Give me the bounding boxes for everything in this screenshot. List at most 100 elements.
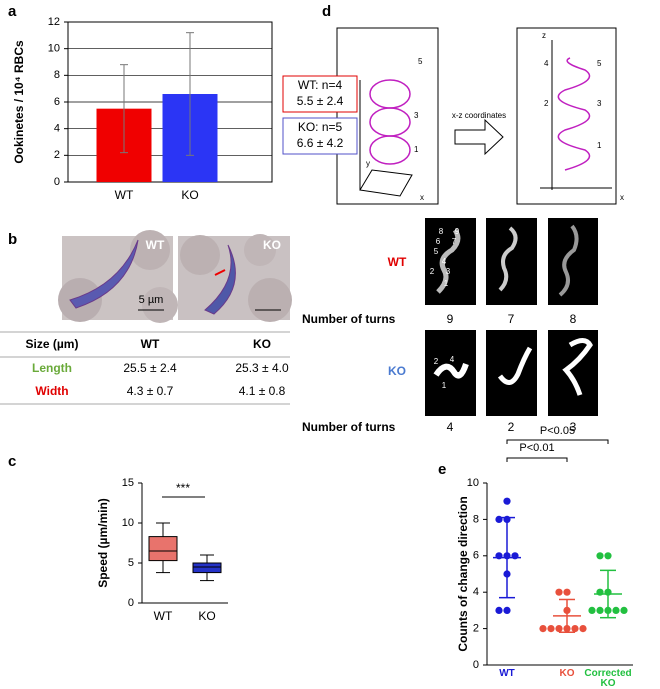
data-point	[503, 606, 511, 615]
panel-letter: d	[322, 3, 331, 20]
y-tick-label: 12	[48, 16, 60, 28]
x-tick-label: KO	[559, 669, 575, 679]
y-axis-label: Speed (µm/min)	[96, 498, 110, 588]
y-tick-label: 4	[473, 586, 479, 598]
y-axis-label: Counts of change direction	[456, 496, 470, 651]
microscopy	[425, 218, 598, 416]
arrow-label: x-z coordinates	[452, 111, 506, 120]
annotation: WT: n=4	[298, 78, 343, 92]
data-point	[571, 625, 579, 633]
y-tick-label: 0	[54, 176, 60, 188]
diagram-label: 5	[418, 57, 423, 66]
y-tick-label: 2	[54, 149, 60, 161]
y-tick-label: 8	[54, 69, 60, 81]
data-point	[563, 588, 571, 596]
diagram-label: 5	[597, 59, 602, 68]
y-tick-label: 4	[54, 123, 60, 135]
image-number: 2	[430, 267, 435, 276]
turns-value: 9	[447, 312, 454, 326]
diagram-label: y	[366, 159, 370, 168]
turns-label: Number of turns	[302, 420, 396, 434]
y-tick-label: 2	[473, 623, 479, 635]
annotation-box	[282, 75, 358, 113]
table-cell: Length	[32, 361, 72, 375]
data-point	[588, 606, 596, 615]
diagram-label: 3	[414, 111, 419, 120]
annotation-box	[282, 117, 358, 155]
data-point	[555, 588, 563, 596]
y-tick-label: 10	[122, 517, 134, 529]
turns-value: 2	[508, 420, 515, 434]
x-tick-label: WT	[499, 669, 515, 679]
table-cell: 25.3 ± 4.0	[235, 361, 289, 375]
image-number: 8	[439, 227, 444, 236]
data-point	[596, 552, 604, 560]
image-number: 6	[436, 237, 441, 246]
image-number: 3	[446, 267, 451, 276]
x-tick-label: KO	[181, 188, 198, 202]
data-point	[539, 625, 547, 633]
x-tick-label: Corrected KO	[584, 669, 632, 689]
x-tick-label: WT	[115, 188, 134, 202]
significance-bracket	[506, 439, 609, 444]
image-number: 1	[442, 381, 447, 390]
y-tick-label: 6	[473, 550, 479, 562]
x-tick-label: KO	[198, 609, 215, 623]
turns-value: 7	[508, 312, 515, 326]
y-axis-label: Ookinetes / 10⁴ RBCs	[12, 40, 26, 164]
table-header: WT	[141, 337, 160, 351]
image-number: 7	[452, 237, 457, 246]
data-point	[596, 606, 604, 615]
diagram-label: 3	[597, 99, 602, 108]
image-number: 4	[442, 257, 447, 266]
image-number: 3	[456, 371, 461, 380]
diagram-label: 4	[544, 59, 549, 68]
y-tick-label: 8	[473, 513, 479, 525]
annotation: 6.6 ± 4.2	[297, 136, 344, 150]
table-header: KO	[253, 337, 271, 351]
data-point	[612, 606, 620, 615]
y-tick-label: 0	[128, 597, 134, 609]
annotation: P<0.01	[519, 442, 554, 454]
annotation: ***	[176, 481, 190, 495]
significance-bracket	[506, 457, 568, 462]
box	[148, 536, 178, 562]
y-tick-label: 0	[473, 659, 479, 671]
annotation: 5.5 ± 2.4	[297, 94, 344, 108]
panel-letter: b	[8, 231, 17, 248]
micrograph	[58, 230, 292, 323]
table-cell: 25.5 ± 2.4	[123, 361, 177, 375]
table: Size (µm) WT KO Length 25.5 ± 2.4 25.3 ±…	[0, 331, 290, 405]
x-tick-label-box: Corrected KO	[584, 669, 632, 689]
y-tick-label: 5	[128, 557, 134, 569]
panel-letter: c	[8, 453, 16, 470]
diagram-label: 2	[544, 99, 549, 108]
annotation: P<0.05	[540, 425, 575, 437]
y-tick-label: 15	[122, 477, 134, 489]
x-tick-label-box: WT	[499, 669, 515, 679]
diagram-label: 1	[414, 145, 419, 154]
turns-label: Number of turns	[302, 312, 396, 326]
panel-letter: e	[438, 461, 446, 478]
image-label: KO	[263, 238, 281, 252]
table-cell: 4.3 ± 0.7	[127, 384, 174, 398]
scale-bar-label: 5 µm	[139, 294, 164, 306]
image-number: 1	[444, 279, 449, 288]
table-cell: 4.1 ± 0.8	[239, 384, 286, 398]
x-tick-label-box: KO	[559, 669, 575, 679]
helix-diagram	[336, 27, 617, 205]
data-point	[503, 497, 511, 505]
y-tick-label: 10	[467, 477, 479, 489]
diagram-label: x	[420, 193, 424, 202]
turns-value: 4	[447, 420, 454, 434]
data-point	[547, 625, 555, 633]
image-number: 4	[450, 355, 455, 364]
diagram-label: z	[542, 31, 546, 40]
table-cell: Width	[35, 384, 68, 398]
data-point	[604, 552, 612, 560]
image-number: 9	[455, 227, 460, 236]
row-label: KO	[388, 364, 406, 378]
data-point	[579, 625, 587, 633]
y-tick-label: 6	[54, 96, 60, 108]
